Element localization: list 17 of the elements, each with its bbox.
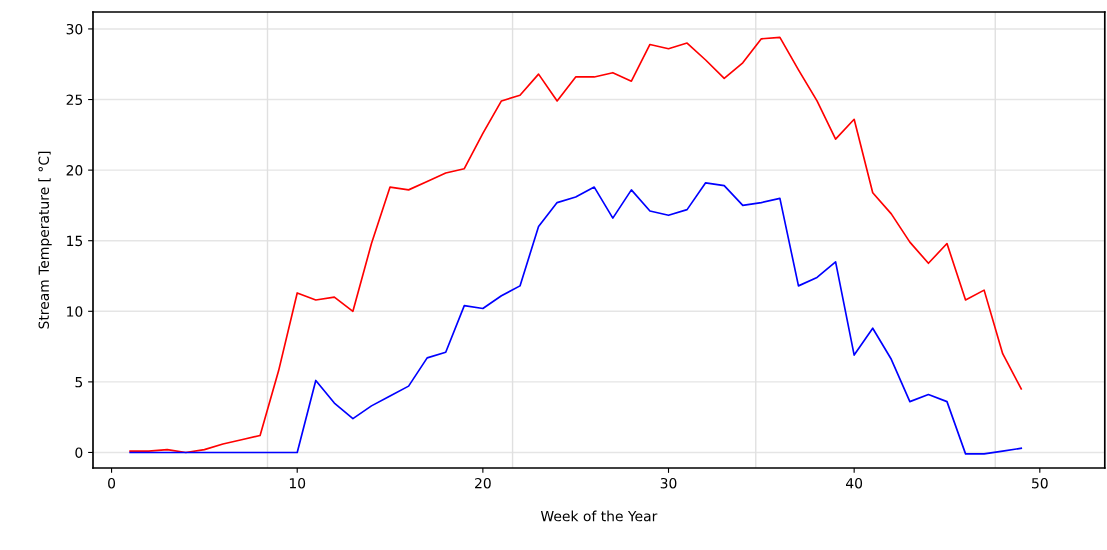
y-tick-label: 20 bbox=[66, 165, 83, 176]
x-axis-title: Week of the Year bbox=[540, 510, 658, 522]
x-tick-label: 50 bbox=[1032, 477, 1048, 489]
x-tick-label: 30 bbox=[660, 477, 677, 489]
line-series bbox=[129, 36, 1023, 454]
y-tick-label: 10 bbox=[67, 306, 83, 317]
y-tick-label: 0 bbox=[75, 447, 83, 458]
y-axis-title: Stream Temperature [ °C] bbox=[38, 151, 52, 329]
x-tick-label: 20 bbox=[475, 477, 491, 489]
y-tick-label: 25 bbox=[66, 94, 83, 105]
y-tick-label: 5 bbox=[75, 377, 83, 388]
y-tick-label: 30 bbox=[66, 23, 83, 35]
y-tick-label: 15 bbox=[67, 235, 83, 247]
x-tick-label: 10 bbox=[289, 477, 306, 489]
x-tick-label: 40 bbox=[846, 477, 863, 489]
line-series bbox=[129, 181, 1023, 455]
x-tick-label: 0 bbox=[108, 477, 116, 489]
